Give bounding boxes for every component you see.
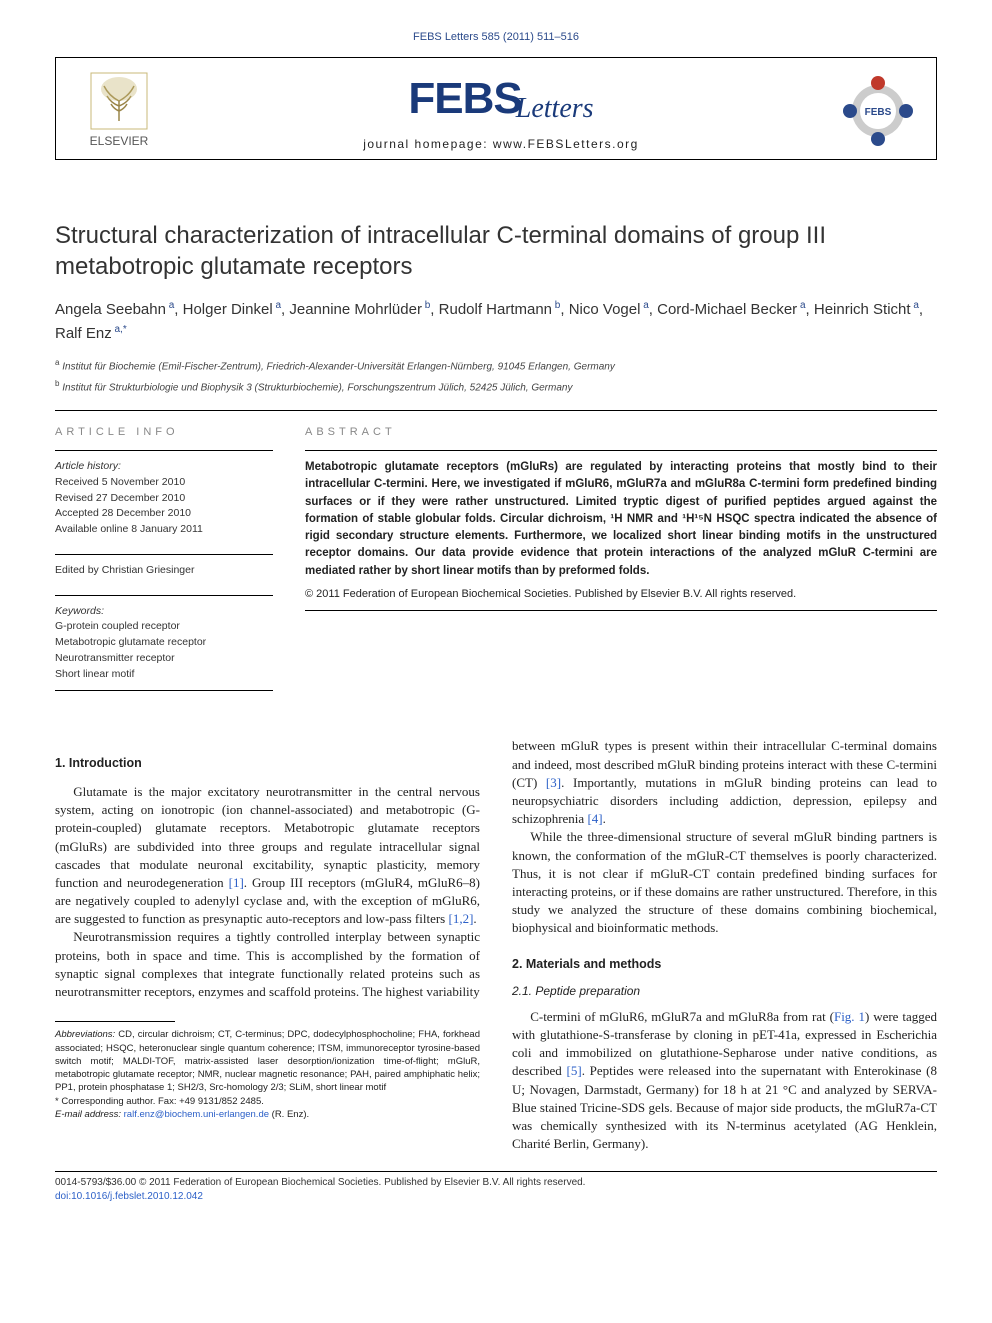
affiliation: a Institut für Biochemie (Emil-Fischer-Z… — [55, 357, 937, 374]
abbreviations-footnote: Abbreviations: CD, circular dichroism; C… — [55, 1028, 480, 1094]
history-line: Available online 8 January 2011 — [55, 522, 273, 538]
author-aff-sup: a — [911, 300, 919, 311]
keyword: G-protein coupled receptor — [55, 619, 273, 635]
intro-heading: 1. Introduction — [55, 755, 480, 773]
journal-word: Letters — [516, 89, 594, 128]
author-name: Nico Vogel — [569, 301, 641, 318]
body-column-right: between mGluR types is present within th… — [512, 737, 937, 1153]
col2-para-1: between mGluR types is present within th… — [512, 737, 937, 828]
abstract-column: ABSTRACT Metabotropic glutamate receptor… — [305, 425, 937, 708]
author-aff-sup: a — [273, 300, 281, 311]
methods-para-1: C-termini of mGluR6, mGluR7a and mGluR8a… — [512, 1008, 937, 1154]
article-title: Structural characterization of intracell… — [55, 220, 937, 282]
journal-header-box: ELSEVIER FEBS Letters journal homepage: … — [55, 57, 937, 159]
footer-doi[interactable]: doi:10.1016/j.febslet.2010.12.042 — [55, 1190, 937, 1204]
abstract-copyright: © 2011 Federation of European Biochemica… — [305, 586, 937, 603]
publisher-logo-block: ELSEVIER — [74, 71, 164, 150]
ref-link[interactable]: [3] — [546, 775, 561, 790]
footnote-divider — [55, 1021, 175, 1022]
affiliation: b Institut für Strukturbiologie und Biop… — [55, 378, 937, 395]
author-name: Rudolf Hartmann — [439, 301, 552, 318]
ref-link[interactable]: [5] — [567, 1063, 582, 1078]
keyword: Neurotransmitter receptor — [55, 651, 273, 667]
keywords-block: Keywords: G-protein coupled receptorMeta… — [55, 595, 273, 692]
methods-heading: 2. Materials and methods — [512, 956, 937, 974]
article-info-column: ARTICLE INFO Article history: Received 5… — [55, 425, 273, 708]
author-name: Heinrich Sticht — [814, 301, 911, 318]
col2-para-2: While the three-dimensional structure of… — [512, 828, 937, 937]
elsevier-tree-icon — [89, 71, 149, 131]
author-name: Angela Seebahn — [55, 301, 166, 318]
ref-link[interactable]: [4] — [587, 811, 602, 826]
history-label: Article history: — [55, 459, 273, 475]
ref-link[interactable]: [1] — [229, 875, 244, 890]
author-aff-sup: a — [166, 300, 174, 311]
author-aff-sup: b — [422, 300, 430, 311]
history-line: Received 5 November 2010 — [55, 475, 273, 491]
author-list: Angela Seebahn a, Holger Dinkel a, Jeann… — [55, 298, 937, 345]
email-footnote: E-mail address: ralf.enz@biochem.uni-erl… — [55, 1108, 480, 1121]
body-column-left: 1. Introduction Glutamate is the major e… — [55, 737, 480, 1153]
email-link[interactable]: ralf.enz@biochem.uni-erlangen.de — [124, 1109, 269, 1120]
author-aff-sup: a — [640, 300, 648, 311]
intro-para-1: Glutamate is the major excitatory neurot… — [55, 783, 480, 929]
publisher-name: ELSEVIER — [90, 133, 149, 150]
author-aff-sup: a,* — [112, 324, 127, 335]
article-history-block: Article history: Received 5 November 201… — [55, 450, 273, 538]
keywords-label: Keywords: — [55, 604, 273, 620]
febs-society-logo-icon: FEBS — [838, 71, 918, 151]
fig-link[interactable]: Fig. 1 — [834, 1009, 865, 1024]
journal-homepage: journal homepage: www.FEBSLetters.org — [164, 136, 838, 153]
footer-issn: 0014-5793/$36.00 © 2011 Federation of Eu… — [55, 1176, 937, 1190]
author-name: Cord-Michael Becker — [657, 301, 797, 318]
abstract-label: ABSTRACT — [305, 425, 937, 440]
history-line: Accepted 28 December 2010 — [55, 506, 273, 522]
corresponding-footnote: * Corresponding author. Fax: +49 9131/85… — [55, 1095, 480, 1108]
keyword: Short linear motif — [55, 667, 273, 683]
ref-link[interactable]: [1,2] — [449, 911, 474, 926]
header-citation: FEBS Letters 585 (2011) 511–516 — [55, 30, 937, 45]
body-columns: 1. Introduction Glutamate is the major e… — [55, 737, 937, 1153]
footer-bar: 0014-5793/$36.00 © 2011 Federation of Eu… — [55, 1171, 937, 1204]
author-name: Ralf Enz — [55, 325, 112, 342]
article-info-label: ARTICLE INFO — [55, 425, 273, 440]
journal-abbr: FEBS — [408, 68, 521, 130]
author-name: Holger Dinkel — [183, 301, 273, 318]
keyword: Metabotropic glutamate receptor — [55, 635, 273, 651]
author-aff-sup: a — [797, 300, 805, 311]
divider — [55, 410, 937, 411]
journal-logo-block: FEBS Letters journal homepage: www.FEBSL… — [164, 68, 838, 152]
author-name: Jeannine Mohrlüder — [289, 301, 422, 318]
abstract-text: Metabotropic glutamate receptors (mGluRs… — [305, 450, 937, 611]
intro-para-2: Neurotransmission requires a tightly con… — [55, 928, 480, 1001]
methods-subheading: 2.1. Peptide preparation — [512, 983, 937, 1000]
edited-by-block: Edited by Christian Griesinger — [55, 554, 273, 579]
author-aff-sup: b — [552, 300, 560, 311]
svg-text:FEBS: FEBS — [865, 107, 892, 118]
edited-by: Edited by Christian Griesinger — [55, 563, 273, 579]
history-line: Revised 27 December 2010 — [55, 491, 273, 507]
